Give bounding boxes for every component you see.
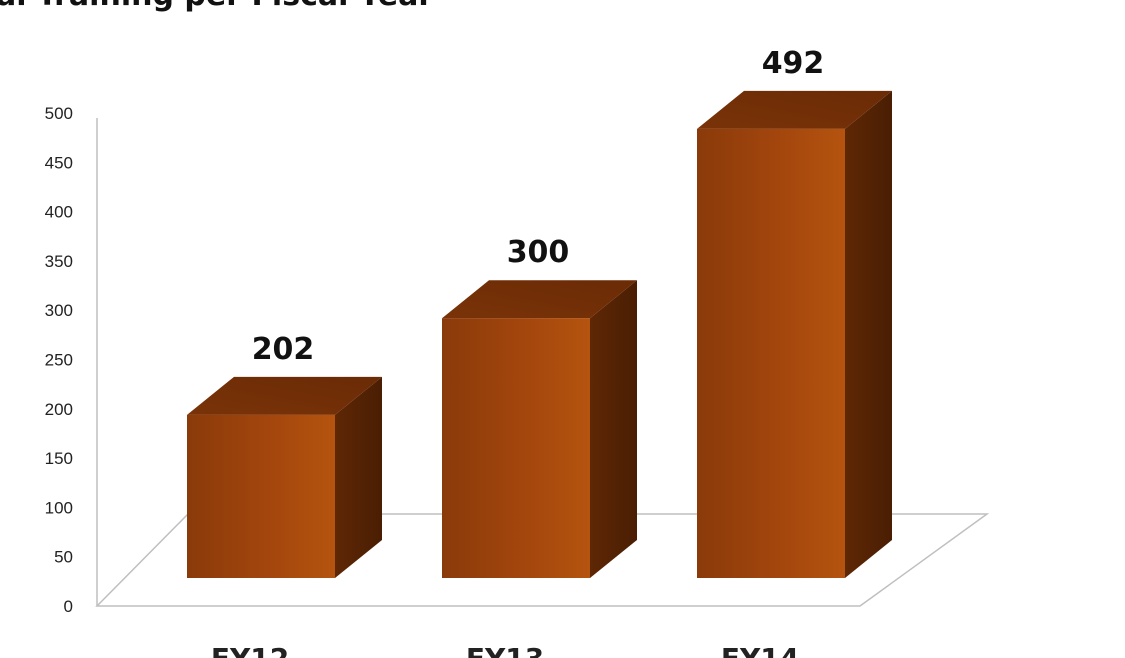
bar-top-face (442, 280, 637, 319)
y-tick-label: 200 (45, 400, 73, 419)
x-tick-label: FY14 (721, 642, 799, 658)
chart-title: al Training per Fiscal Year (0, 0, 433, 13)
y-tick-label: 400 (45, 203, 73, 222)
y-tick-label: 50 (54, 548, 73, 567)
bar-side-face (590, 280, 637, 578)
data-label: 492 (762, 46, 825, 81)
bar-fy12 (187, 414, 335, 578)
y-tick-label: 350 (45, 252, 73, 271)
bar-fy14 (697, 128, 845, 578)
bar-top-face (187, 376, 382, 415)
x-tick-label: FY12 (211, 642, 289, 658)
y-tick-label: 150 (45, 449, 73, 468)
y-tick-label: 450 (45, 153, 73, 172)
bar-top-face (697, 90, 892, 129)
x-tick-label: FY13 (466, 642, 544, 658)
y-tick-label: 500 (45, 104, 73, 123)
data-label: 300 (507, 235, 570, 270)
y-tick-label: 300 (45, 301, 73, 320)
y-tick-label: 100 (45, 498, 73, 517)
data-label: 202 (252, 332, 315, 367)
y-tick-label: 250 (45, 351, 73, 370)
y-tick-label: 0 (64, 597, 73, 616)
bar-side-face (335, 376, 382, 578)
bar-fy13 (442, 318, 590, 578)
bar-side-face (845, 90, 892, 578)
